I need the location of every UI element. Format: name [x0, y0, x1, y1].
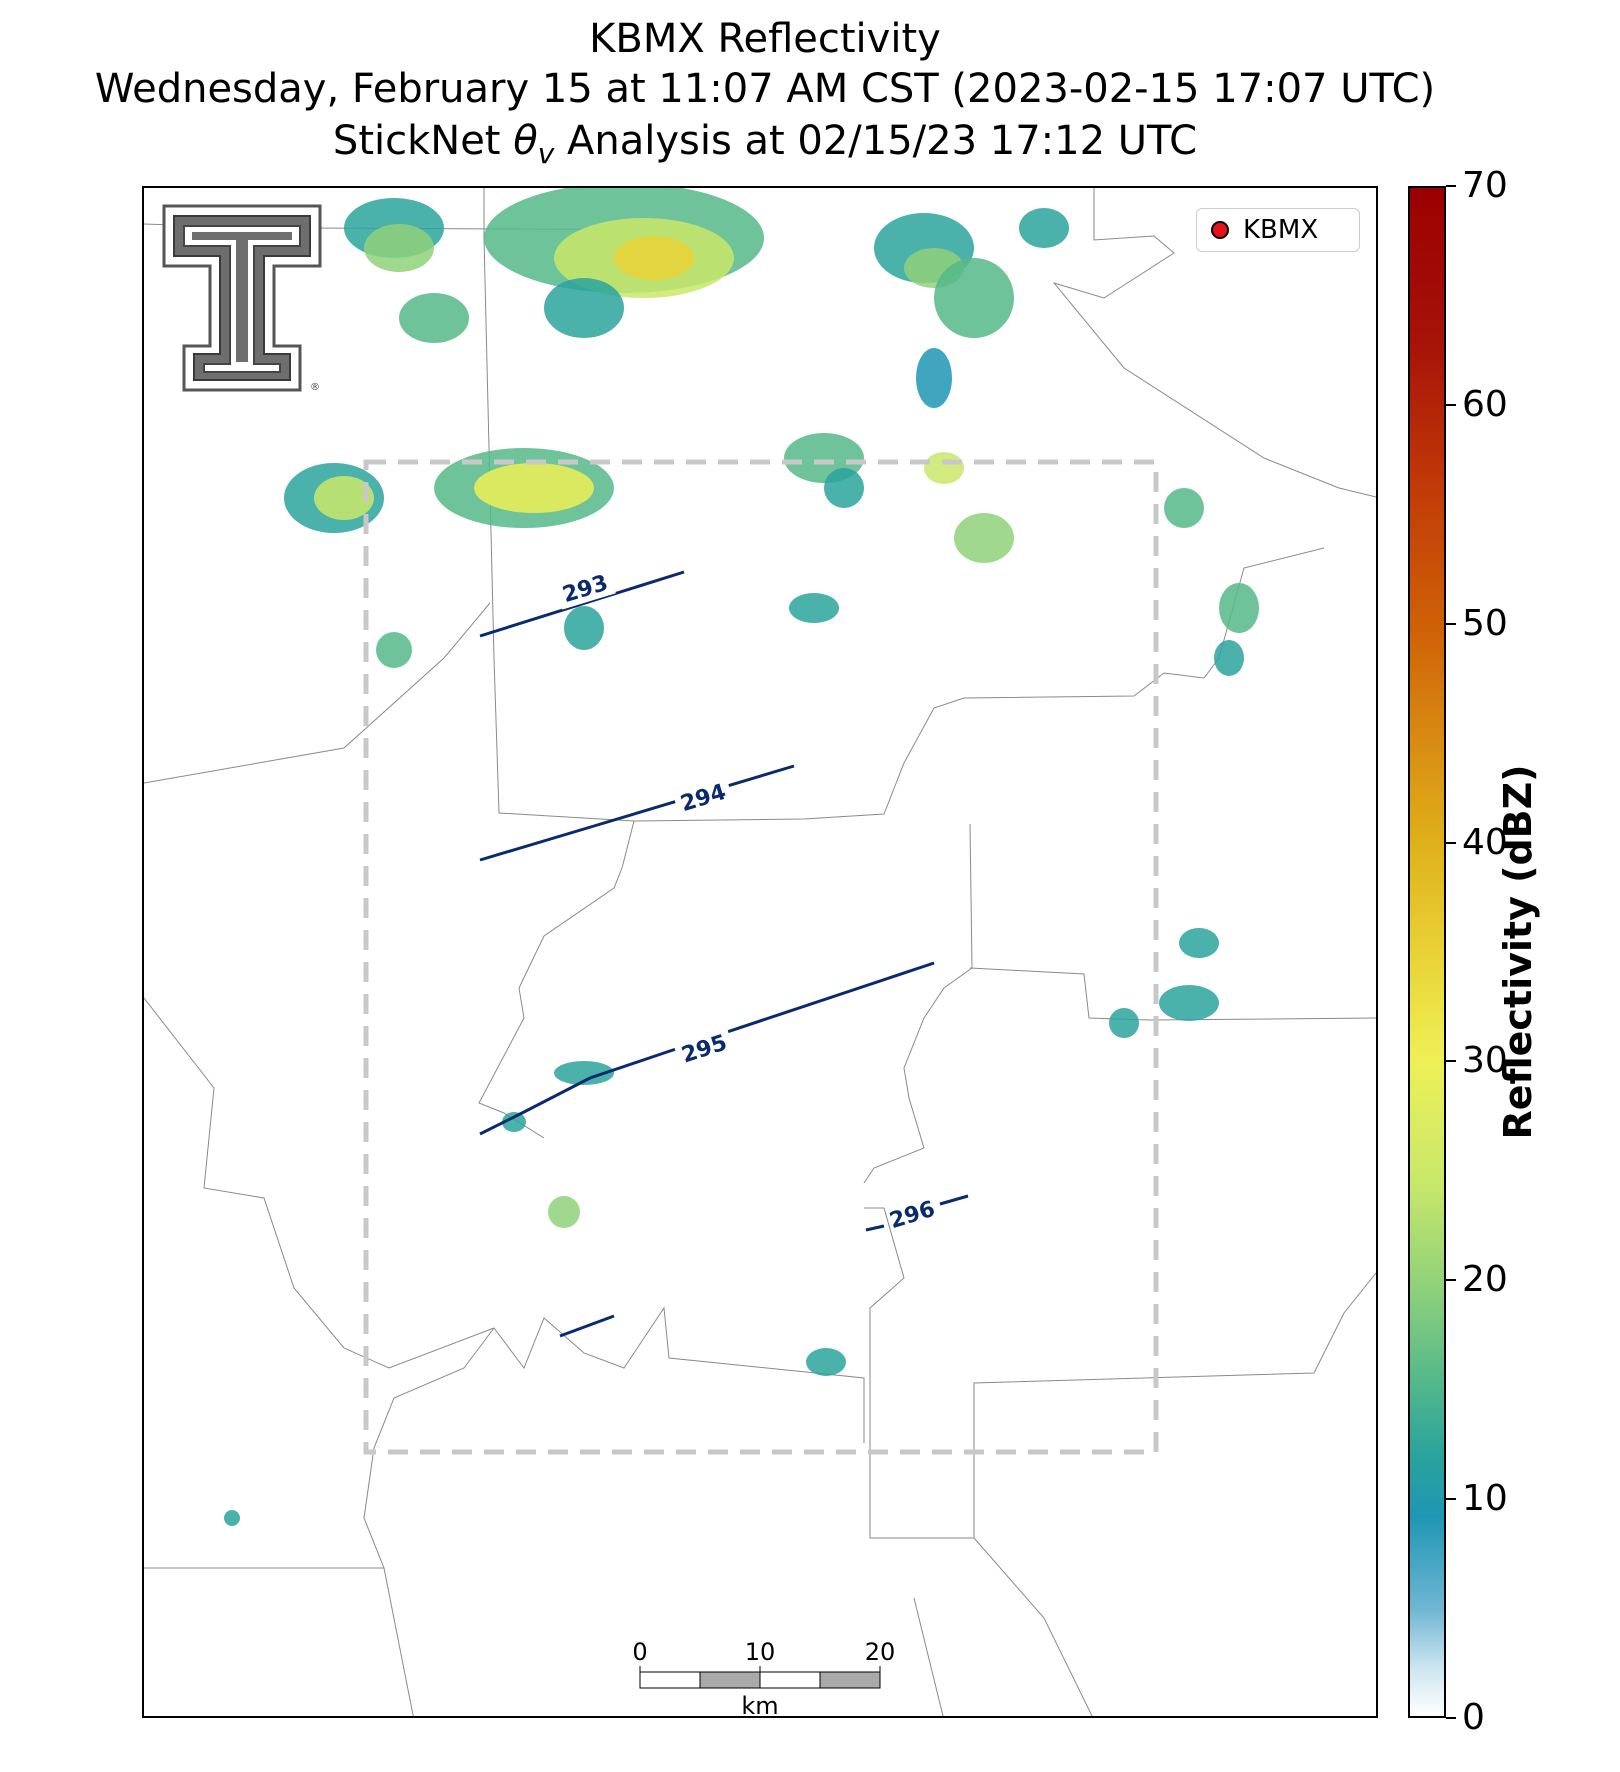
echo-cell — [364, 224, 434, 272]
contour-labels: 293 294 295 296 — [554, 566, 938, 1234]
scale-label-10: 10 — [745, 1638, 776, 1666]
colorbar-tick-label: 20 — [1462, 1259, 1508, 1301]
echo-cell — [934, 258, 1014, 338]
echo-cell — [824, 468, 864, 508]
analysis-domain-box — [363, 459, 1159, 1455]
legend-label: KBMX — [1243, 215, 1319, 245]
colorbar-tick — [1446, 841, 1456, 844]
legend-box: KBMX — [1196, 208, 1360, 252]
echo-cell — [1019, 208, 1069, 248]
analysis-prefix: StickNet — [332, 118, 514, 164]
map-subtitle-analysis: StickNet θv Analysis at 02/15/23 17:12 U… — [0, 116, 1530, 179]
map-subtitle-time: Wednesday, February 15 at 11:07 AM CST (… — [94, 66, 1436, 112]
echo-cell — [564, 606, 604, 650]
contour-293 — [479, 570, 685, 638]
colorbar-tick — [1446, 1279, 1456, 1282]
echo-cell — [789, 593, 839, 623]
colorbar-tick — [1446, 185, 1456, 187]
scale-bar: 0 10 20 km — [632, 1638, 896, 1718]
colorbar-tick-label: 50 — [1462, 602, 1508, 644]
echo-cell — [554, 1061, 614, 1085]
echo-cell — [1214, 640, 1244, 676]
echo-cell — [376, 632, 412, 668]
colorbar-tick-label: 30 — [1462, 1040, 1508, 1082]
contour-295 — [479, 961, 935, 1136]
colorbar-tick — [1446, 1060, 1456, 1063]
contour-label-296: 296 — [887, 1197, 938, 1234]
radar-map[interactable]: 293 294 295 296 0 10 20 km — [142, 186, 1378, 1718]
contour-296 — [865, 1194, 969, 1232]
echo-cell — [224, 1510, 240, 1526]
theta-symbol: θ — [513, 118, 538, 164]
echo-cell — [548, 1196, 580, 1228]
colorbar-tick-label: 10 — [1462, 1478, 1508, 1520]
contour-label-293: 293 — [560, 571, 611, 608]
echo-cell — [806, 1348, 846, 1376]
svg-text:®: ® — [310, 382, 320, 393]
map-canvas: 293 294 295 296 0 10 20 km — [144, 188, 1376, 1718]
scale-unit: km — [741, 1692, 778, 1718]
echo-cell — [1159, 985, 1219, 1021]
echo-cell — [314, 476, 374, 520]
echo-cell — [399, 293, 469, 343]
texas-tech-logo: ® — [162, 204, 322, 393]
contour-294 — [479, 764, 795, 862]
colorbar-tick — [1446, 1717, 1456, 1719]
colorbar-tick-label: 0 — [1462, 1697, 1485, 1738]
scale-label-20: 20 — [865, 1638, 896, 1666]
theta-subscript: v — [537, 137, 555, 170]
echo-cell — [954, 513, 1014, 563]
analysis-suffix: Analysis at 02/15/23 17:12 UTC — [554, 118, 1198, 164]
colorbar-tick — [1446, 1498, 1456, 1501]
colorbar-tick — [1446, 622, 1456, 625]
contour-label-294: 294 — [678, 780, 729, 817]
map-title: KBMX Reflectivity — [589, 16, 941, 62]
echo-cell — [1164, 488, 1204, 528]
echo-cell — [916, 348, 952, 408]
colorbar-tick-label: 60 — [1462, 383, 1508, 425]
echo-cell — [614, 236, 694, 280]
contour-segment — [559, 1314, 615, 1338]
reflectivity-echoes — [224, 188, 1259, 1526]
radar-marker-icon — [1211, 221, 1229, 239]
echo-cell — [1219, 583, 1259, 633]
colorbar-tick-label: 70 — [1462, 165, 1508, 206]
echo-cell — [502, 1112, 526, 1132]
colorbar-title: Reflectivity (dBZ) — [1496, 764, 1540, 1140]
echo-cell — [924, 452, 964, 484]
county-boundaries — [144, 188, 1376, 1716]
contour-label-295: 295 — [679, 1030, 730, 1068]
colorbar-tick-label: 40 — [1462, 821, 1508, 863]
echo-cell — [474, 463, 594, 513]
colorbar — [1408, 186, 1446, 1718]
echo-cell — [1109, 1008, 1139, 1038]
colorbar-tick — [1446, 403, 1456, 406]
scale-label-0: 0 — [632, 1638, 647, 1666]
echo-cell — [544, 278, 624, 338]
echo-cell — [1179, 928, 1219, 958]
